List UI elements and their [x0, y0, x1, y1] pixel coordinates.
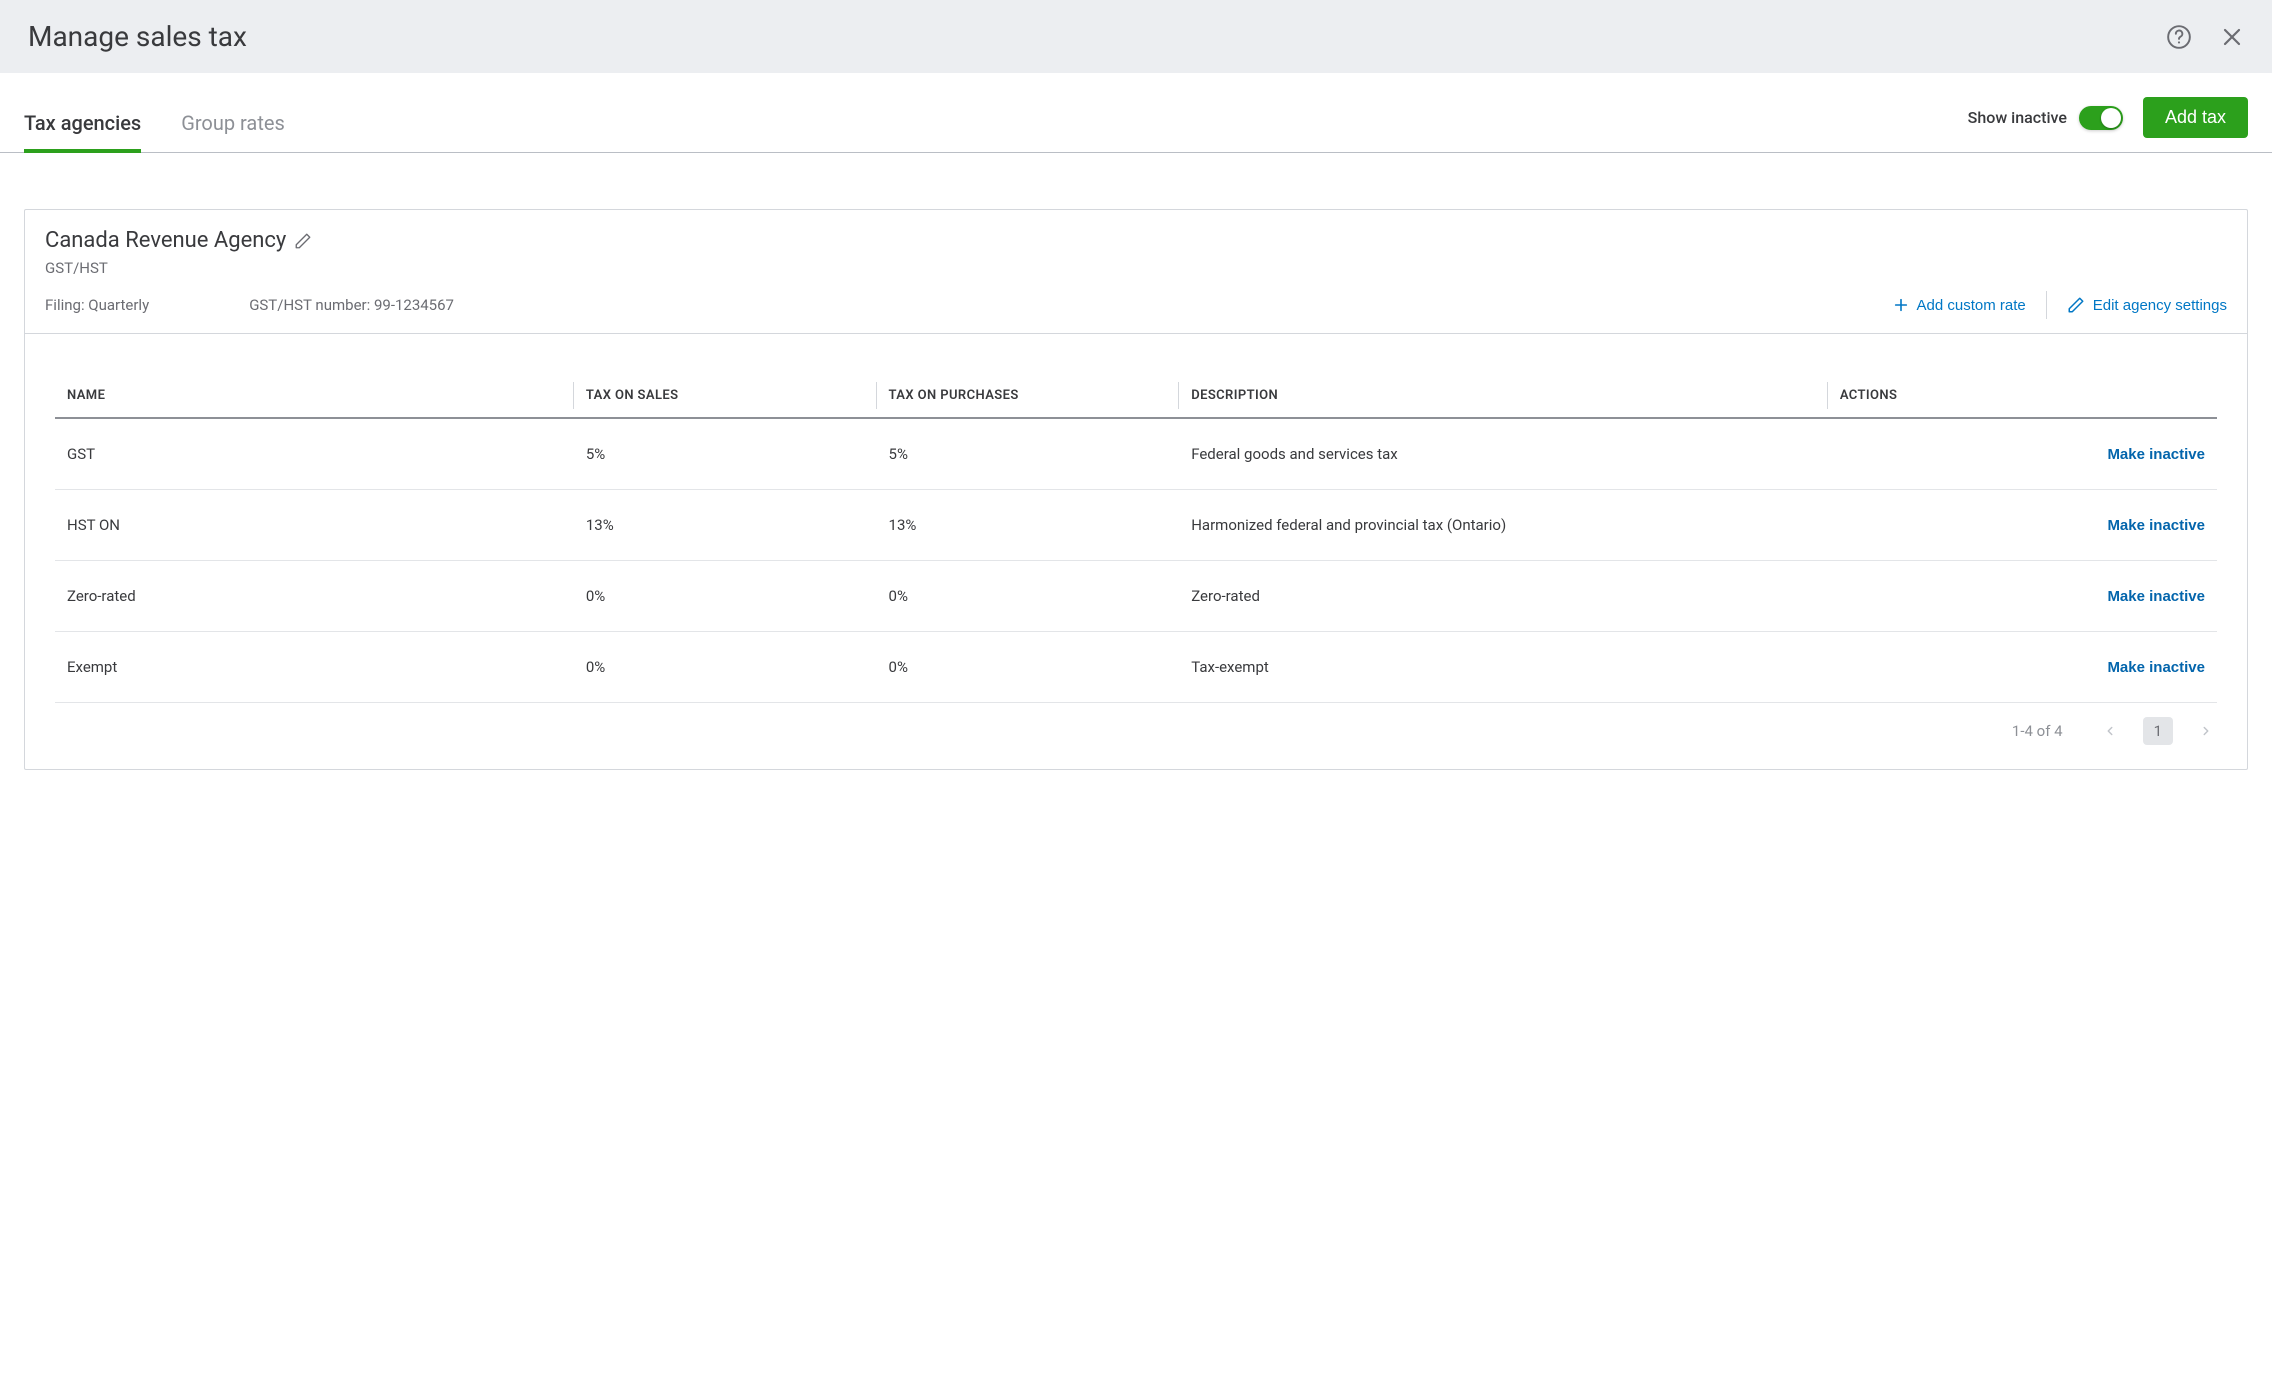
agency-number: GST/HST number: 99-1234567	[249, 296, 454, 314]
tab-tax-agencies[interactable]: Tax agencies	[24, 111, 141, 153]
table-row: Zero-rated0%0%Zero-ratedMake inactive	[55, 561, 2217, 632]
pencil-icon	[2067, 296, 2085, 314]
pagination: 1-4 of 4 1	[55, 703, 2217, 749]
divider	[2046, 291, 2047, 319]
col-header-description[interactable]: DESCRIPTION	[1179, 374, 1828, 418]
tab-group-rates[interactable]: Group rates	[181, 111, 285, 153]
pagination-range: 1-4 of 4	[2012, 722, 2063, 740]
agency-subtitle: GST/HST	[45, 259, 2227, 277]
table-row: HST ON13%13%Harmonized federal and provi…	[55, 490, 2217, 561]
pagination-prev[interactable]	[2103, 724, 2117, 738]
table-row: GST5%5%Federal goods and services taxMak…	[55, 418, 2217, 490]
cell-description: Zero-rated	[1179, 561, 1828, 632]
plus-icon	[1893, 297, 1909, 313]
agency-name: Canada Revenue Agency	[45, 228, 286, 253]
cell-description: Federal goods and services tax	[1179, 418, 1828, 490]
table-row: Exempt0%0%Tax-exemptMake inactive	[55, 632, 2217, 703]
agency-header: Canada Revenue Agency GST/HST Filing: Qu…	[25, 210, 2247, 334]
cell-sales: 0%	[574, 632, 877, 703]
cell-purchases: 5%	[877, 418, 1180, 490]
cell-purchases: 0%	[877, 561, 1180, 632]
tabs: Tax agencies Group rates	[24, 111, 285, 152]
tax-rates-table-wrap: NAME TAX ON SALES TAX ON PURCHASES DESCR…	[25, 334, 2247, 769]
edit-agency-name-icon[interactable]	[294, 232, 312, 250]
help-icon[interactable]	[2166, 24, 2192, 50]
chevron-right-icon	[2199, 724, 2213, 738]
col-header-purchases[interactable]: TAX ON PURCHASES	[877, 374, 1180, 418]
show-inactive-label: Show inactive	[1968, 108, 2067, 127]
edit-agency-settings-label: Edit agency settings	[2093, 297, 2227, 314]
page-title: Manage sales tax	[28, 20, 247, 53]
header-actions	[2166, 24, 2244, 50]
cell-description: Harmonized federal and provincial tax (O…	[1179, 490, 1828, 561]
cell-sales: 5%	[574, 418, 877, 490]
toolbar-right: Show inactive Add tax	[1968, 97, 2248, 152]
cell-purchases: 13%	[877, 490, 1180, 561]
add-custom-rate-label: Add custom rate	[1917, 297, 2026, 314]
tax-rates-table: NAME TAX ON SALES TAX ON PURCHASES DESCR…	[55, 374, 2217, 703]
cell-action: Make inactive	[1828, 561, 2217, 632]
col-header-name[interactable]: NAME	[55, 374, 574, 418]
close-icon[interactable]	[2220, 25, 2244, 49]
cell-sales: 13%	[574, 490, 877, 561]
cell-name: GST	[55, 418, 574, 490]
pagination-next[interactable]	[2199, 724, 2213, 738]
cell-name: Exempt	[55, 632, 574, 703]
col-header-actions: ACTIONS	[1828, 374, 2217, 418]
cell-action: Make inactive	[1828, 418, 2217, 490]
make-inactive-button[interactable]: Make inactive	[2107, 659, 2205, 676]
edit-agency-settings-button[interactable]: Edit agency settings	[2067, 296, 2227, 314]
show-inactive-toggle[interactable]	[2079, 106, 2123, 130]
cell-name: Zero-rated	[55, 561, 574, 632]
modal-header: Manage sales tax	[0, 0, 2272, 73]
agency-card: Canada Revenue Agency GST/HST Filing: Qu…	[24, 209, 2248, 770]
make-inactive-button[interactable]: Make inactive	[2107, 588, 2205, 605]
show-inactive-control: Show inactive	[1968, 106, 2123, 130]
cell-action: Make inactive	[1828, 490, 2217, 561]
make-inactive-button[interactable]: Make inactive	[2107, 446, 2205, 463]
cell-purchases: 0%	[877, 632, 1180, 703]
make-inactive-button[interactable]: Make inactive	[2107, 517, 2205, 534]
content: Canada Revenue Agency GST/HST Filing: Qu…	[0, 153, 2272, 794]
cell-name: HST ON	[55, 490, 574, 561]
toolbar: Tax agencies Group rates Show inactive A…	[0, 73, 2272, 153]
pagination-current: 1	[2143, 717, 2173, 745]
cell-sales: 0%	[574, 561, 877, 632]
col-header-sales[interactable]: TAX ON SALES	[574, 374, 877, 418]
cell-description: Tax-exempt	[1179, 632, 1828, 703]
agency-filing: Filing: Quarterly	[45, 296, 149, 314]
cell-action: Make inactive	[1828, 632, 2217, 703]
add-custom-rate-button[interactable]: Add custom rate	[1893, 297, 2026, 314]
add-tax-button[interactable]: Add tax	[2143, 97, 2248, 138]
chevron-left-icon	[2103, 724, 2117, 738]
